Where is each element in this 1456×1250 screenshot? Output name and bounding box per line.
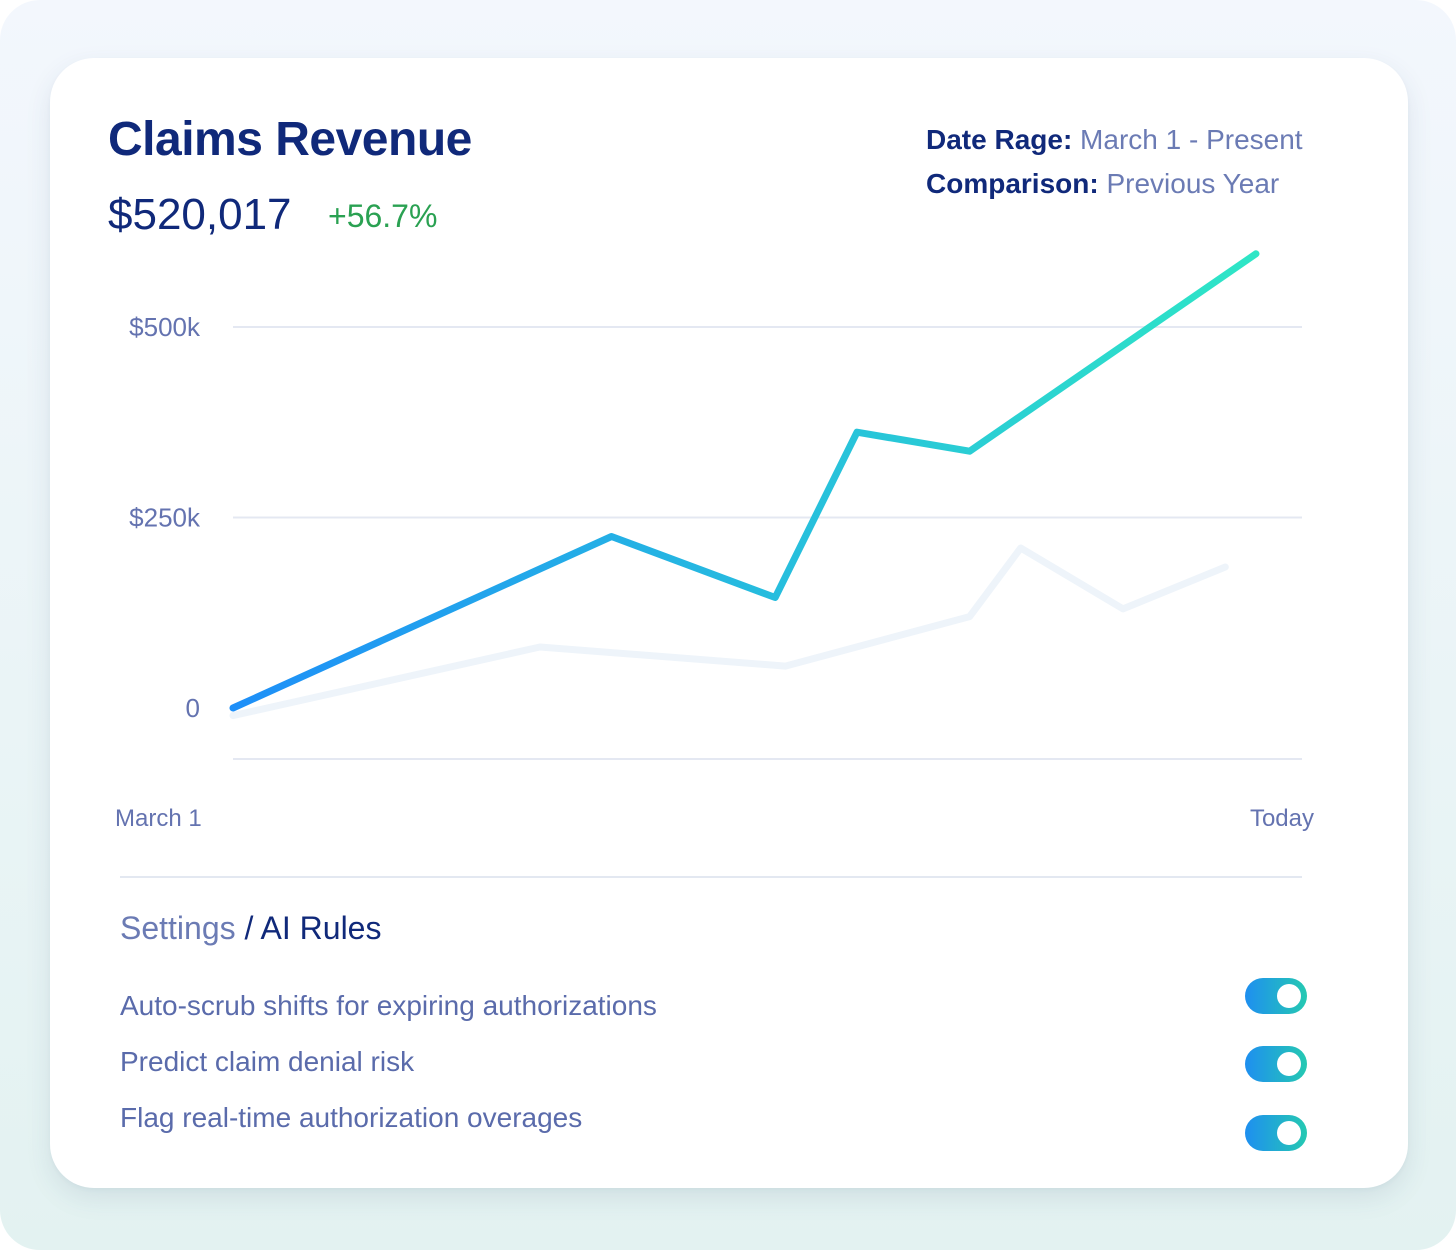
breadcrumb-separator: / (244, 910, 254, 946)
toggle-predict-denial[interactable] (1245, 1046, 1307, 1082)
x-axis-ticks: March 1 Today (115, 805, 1314, 832)
y-axis-ticks: $500k $250k 0 (129, 312, 201, 723)
date-range-value: March 1 - Present (1080, 124, 1303, 155)
card-title: Claims Revenue (108, 113, 472, 166)
chart-series (229, 250, 1260, 720)
toggle-flag-overages[interactable] (1245, 1115, 1307, 1151)
chart-grid (233, 326, 1302, 760)
breadcrumb-ai-rules: AI Rules (260, 910, 382, 946)
comparison-value: Previous Year (1106, 168, 1280, 199)
series-line-previous-year (229, 544, 1229, 720)
revenue-line-chart: $500k $250k 0 March 1 Today (115, 250, 1314, 832)
breadcrumb-settings[interactable]: Settings (120, 910, 236, 946)
x-tick-label-start: March 1 (115, 805, 202, 832)
series-line-current (229, 250, 1260, 712)
toggle-knob (1277, 984, 1301, 1008)
y-tick-label: $250k (129, 503, 201, 533)
x-tick-label-end: Today (1250, 805, 1314, 832)
claims-revenue-card: Claims Revenue $520,017 +56.7% Date Rage… (50, 58, 1408, 1188)
date-range: Date Rage: March 1 - Present (926, 124, 1303, 156)
revenue-change-badge: +56.7% (328, 198, 438, 234)
breadcrumb: Settings / AI Rules (120, 910, 381, 947)
y-tick-label: 0 (186, 693, 200, 723)
rule-label-auto-scrub: Auto-scrub shifts for expiring authoriza… (120, 990, 657, 1021)
date-range-label: Date Rage: (926, 124, 1073, 155)
toggle-knob (1277, 1121, 1301, 1145)
rule-label-predict-denial: Predict claim denial risk (120, 1046, 415, 1077)
toggle-auto-scrub[interactable] (1245, 978, 1307, 1014)
comparison-label: Comparison: (926, 168, 1099, 199)
y-tick-label: $500k (129, 312, 201, 342)
comparison: Comparison: Previous Year (926, 168, 1279, 200)
toggle-knob (1277, 1052, 1301, 1076)
revenue-total: $520,017 (108, 190, 292, 239)
rule-label-flag-overages: Flag real-time authorization overages (120, 1102, 583, 1133)
